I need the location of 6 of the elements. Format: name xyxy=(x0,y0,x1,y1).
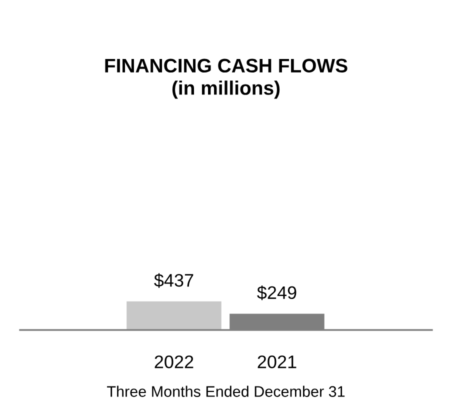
chart-title: FINANCING CASH FLOWS (in millions) xyxy=(105,58,348,99)
data-label: $249 xyxy=(257,285,296,300)
x-axis-title: Three Months Ended December 31 xyxy=(107,386,345,397)
x-tick-label: 2022 xyxy=(154,355,194,368)
x-tick-label: 2021 xyxy=(258,355,296,368)
data-label: $437 xyxy=(154,273,194,288)
